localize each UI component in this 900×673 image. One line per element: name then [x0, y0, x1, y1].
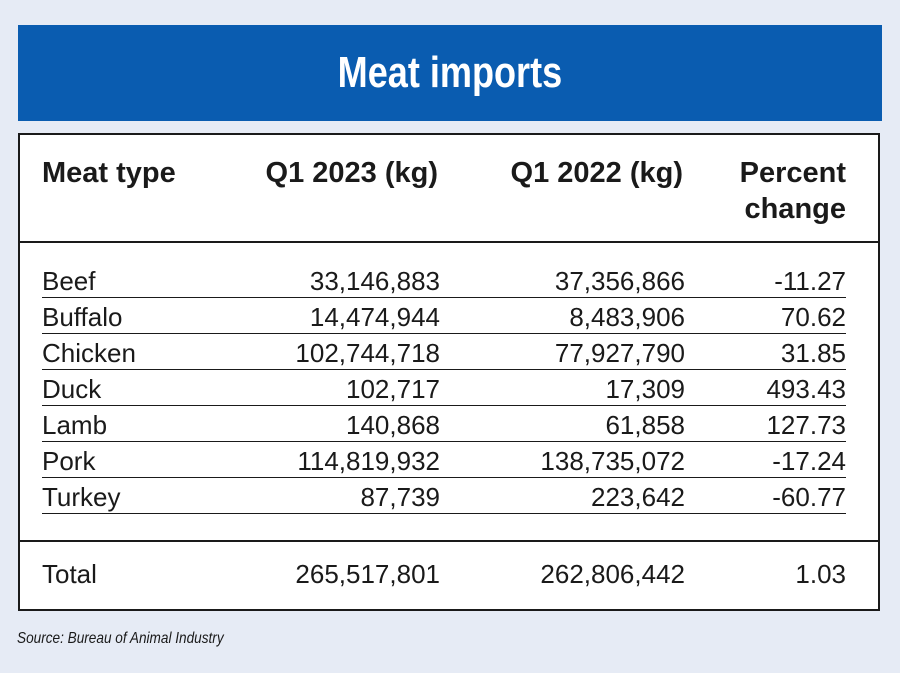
header-percent-line2: change [744, 193, 846, 225]
total-row: Total 265,517,801 262,806,442 1.03 [42, 556, 846, 592]
header-meat-type: Meat type [42, 157, 176, 189]
cell-percent-change: 70.62 [780, 302, 846, 332]
source-note: Source: Bureau of Animal Industry [17, 630, 224, 647]
total-q1-2022: 262,806,442 [540, 559, 685, 589]
header-divider [20, 241, 878, 243]
cell-q1-2022: 138,735,072 [540, 446, 685, 476]
cell-q1-2022: 37,356,866 [554, 266, 685, 296]
header-percent-line1: Percent [739, 157, 846, 189]
total-label: Total [42, 559, 97, 589]
cell-percent-change: 127.73 [766, 410, 846, 440]
cell-meat-type: Buffalo [42, 302, 123, 332]
cell-percent-change: -17.24 [772, 446, 846, 476]
row-rule [42, 369, 846, 370]
total-divider [20, 540, 878, 542]
cell-percent-change: -60.77 [772, 482, 846, 512]
cell-meat-type: Duck [42, 374, 102, 404]
table-row: Buffalo 14,474,944 8,483,906 70.62 [42, 298, 846, 334]
data-table: Meat type Q1 2023 (kg) Q1 2022 (kg) Perc… [18, 133, 880, 611]
cell-meat-type: Turkey [42, 482, 121, 512]
cell-q1-2023: 87,739 [360, 482, 440, 512]
title-banner: Meat imports [18, 25, 882, 121]
header-q1-2022: Q1 2022 (kg) [510, 157, 683, 189]
row-rule [42, 405, 846, 406]
cell-q1-2022: 223,642 [591, 482, 685, 512]
cell-q1-2022: 17,309 [605, 374, 685, 404]
row-rule [42, 297, 846, 298]
cell-q1-2022: 61,858 [605, 410, 685, 440]
table-row: Chicken 102,744,718 77,927,790 31.85 [42, 334, 846, 370]
total-percent-change: 1.03 [795, 559, 846, 589]
table-row: Pork 114,819,932 138,735,072 -17.24 [42, 442, 846, 478]
cell-percent-change: 493.43 [766, 374, 846, 404]
row-rule [42, 477, 846, 478]
chart-title: Meat imports [337, 48, 563, 97]
cell-meat-type: Lamb [42, 410, 108, 440]
cell-q1-2023: 114,819,932 [297, 446, 440, 476]
cell-q1-2022: 8,483,906 [569, 302, 685, 332]
cell-q1-2023: 33,146,883 [309, 266, 440, 296]
cell-q1-2023: 102,744,718 [295, 338, 440, 368]
table-row: Duck 102,717 17,309 493.43 [42, 370, 846, 406]
cell-percent-change: 31.85 [780, 338, 846, 368]
cell-q1-2023: 102,717 [346, 374, 440, 404]
table-row: Lamb 140,868 61,858 127.73 [42, 406, 846, 442]
cell-q1-2022: 77,927,790 [554, 338, 685, 368]
header-percent-change: Percent change [710, 155, 846, 227]
cell-percent-change: -11.27 [774, 266, 846, 296]
cell-meat-type: Chicken [42, 338, 136, 368]
row-rule [42, 441, 846, 442]
row-rule [42, 333, 846, 334]
table-row: Beef 33,146,883 37,356,866 -11.27 [42, 262, 846, 298]
total-q1-2023: 265,517,801 [295, 559, 440, 589]
row-rule [42, 513, 846, 514]
cell-meat-type: Beef [42, 266, 96, 296]
header-q1-2023: Q1 2023 (kg) [265, 157, 438, 189]
cell-q1-2023: 14,474,944 [309, 302, 440, 332]
table-row: Turkey 87,739 223,642 -60.77 [42, 478, 846, 514]
cell-q1-2023: 140,868 [346, 410, 440, 440]
cell-meat-type: Pork [42, 446, 96, 476]
